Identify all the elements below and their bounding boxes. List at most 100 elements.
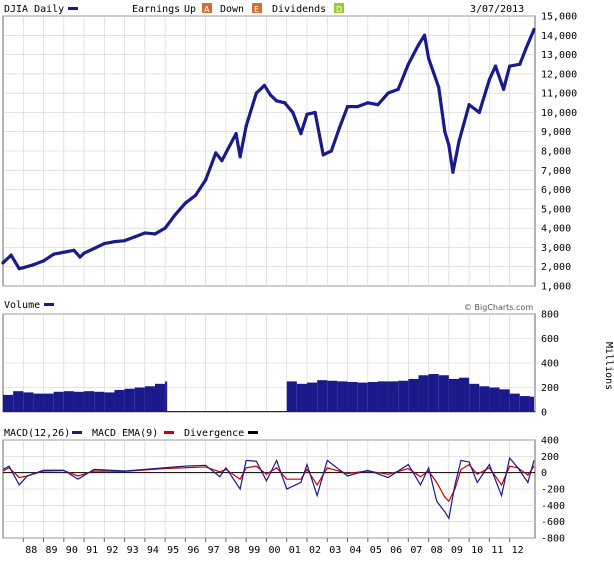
- volume-bar: [398, 380, 409, 412]
- macd-y-axis: 400 200 0 -200 -400 -600 -800: [541, 436, 565, 545]
- djia-point: [524, 47, 528, 51]
- djia-point: [501, 87, 506, 91]
- chart-date: 3/07/2013: [470, 4, 524, 15]
- volume-bar: [104, 392, 115, 412]
- volume-bar: [337, 381, 348, 412]
- x-tick-label: 88: [25, 545, 37, 556]
- djia-point: [321, 153, 325, 157]
- y-tick-label: 200: [541, 452, 559, 463]
- svg-text:D: D: [336, 5, 342, 14]
- macd-ema-label: MACD EMA(9): [92, 428, 158, 439]
- volume-bar: [469, 383, 480, 412]
- djia-point: [532, 27, 536, 32]
- x-tick-label: 07: [410, 545, 422, 556]
- djia-point: [78, 255, 82, 259]
- x-tick-label: 94: [147, 545, 159, 556]
- y-tick-label: 6,000: [541, 185, 571, 196]
- volume-bar: [317, 380, 328, 412]
- y-tick-label: 7,000: [541, 166, 571, 177]
- djia-point: [41, 259, 46, 263]
- x-tick-label: 05: [370, 545, 382, 556]
- volume-bar: [428, 374, 439, 412]
- djia-point: [313, 110, 317, 115]
- djia-point: [193, 193, 198, 197]
- volume-bar: [438, 375, 449, 412]
- djia-point: [238, 155, 242, 159]
- volume-bar: [114, 389, 125, 412]
- y-tick-label: 3,000: [541, 243, 571, 254]
- macd-series: [2, 456, 535, 521]
- volume-bar: [367, 381, 378, 412]
- djia-point: [72, 248, 76, 252]
- down-label: Down: [220, 4, 244, 15]
- djia-point: [451, 170, 455, 174]
- djia-point: [112, 240, 117, 244]
- djia-point: [268, 93, 273, 97]
- x-tick-label: 98: [228, 545, 240, 556]
- djia-point: [163, 226, 167, 230]
- y-tick-label: -400: [541, 501, 565, 512]
- price-legend-swatch: [68, 7, 78, 10]
- volume-bar: [519, 396, 530, 412]
- djia-point: [244, 124, 248, 128]
- dividends-label: Dividends: [272, 4, 326, 15]
- djia-point: [133, 235, 137, 239]
- djia-point: [518, 62, 522, 66]
- djia-point: [477, 110, 481, 115]
- volume-bar: [357, 382, 368, 412]
- volume-bar: [3, 394, 14, 412]
- djia-point: [262, 83, 267, 88]
- y-tick-label: -600: [541, 517, 565, 528]
- y-tick-label: 12,000: [541, 69, 577, 80]
- djia-point: [9, 253, 13, 257]
- volume-bar: [144, 386, 155, 412]
- djia-point: [62, 250, 66, 254]
- djia-point: [214, 151, 218, 155]
- djia-point: [123, 239, 127, 243]
- x-tick-label: 95: [167, 545, 179, 556]
- volume-bar: [529, 396, 534, 412]
- y-tick-label: 200: [541, 383, 559, 394]
- djia-line: [1, 28, 536, 271]
- djia-point: [376, 103, 380, 107]
- djia-point: [406, 62, 410, 66]
- volume-bar: [84, 391, 95, 412]
- earnings-down-icon: E: [252, 3, 262, 14]
- djia-point: [386, 91, 390, 95]
- djia-point: [443, 130, 447, 134]
- x-tick-label: 01: [289, 545, 301, 556]
- djia-point: [508, 64, 512, 68]
- volume-bar: [307, 382, 318, 412]
- djia-point: [183, 201, 187, 205]
- x-tick-label: 11: [491, 545, 503, 556]
- price-series: [1, 27, 536, 271]
- volume-bar: [296, 383, 307, 412]
- y-tick-label: 10,000: [541, 108, 577, 119]
- djia-point: [447, 143, 451, 147]
- djia-point: [82, 251, 86, 255]
- price-grid: [3, 15, 535, 287]
- djia-point: [17, 267, 21, 271]
- volume-bar: [448, 378, 459, 412]
- djia-point: [427, 56, 431, 61]
- djia-point: [528, 37, 532, 41]
- volume-bar: [43, 393, 54, 412]
- djia-point: [416, 43, 421, 47]
- macd-ema-line: [2, 463, 535, 503]
- djia-point: [275, 99, 279, 103]
- djia-point: [254, 91, 258, 95]
- x-tick-label: 97: [208, 545, 220, 556]
- volume-bar: [459, 377, 470, 412]
- djia-point: [487, 78, 491, 82]
- y-tick-label: 400: [541, 359, 559, 370]
- djia-point: [143, 231, 147, 235]
- volume-bar: [155, 383, 166, 412]
- volume-bar: [377, 381, 389, 412]
- y-tick-label: 15,000: [541, 12, 577, 23]
- x-tick-label: 89: [46, 545, 58, 556]
- y-tick-label: 1,000: [541, 282, 571, 293]
- volume-bar: [408, 378, 419, 412]
- x-tick-label: 96: [187, 545, 199, 556]
- volume-legend-swatch: [44, 303, 54, 306]
- y-tick-label: 8,000: [541, 147, 571, 158]
